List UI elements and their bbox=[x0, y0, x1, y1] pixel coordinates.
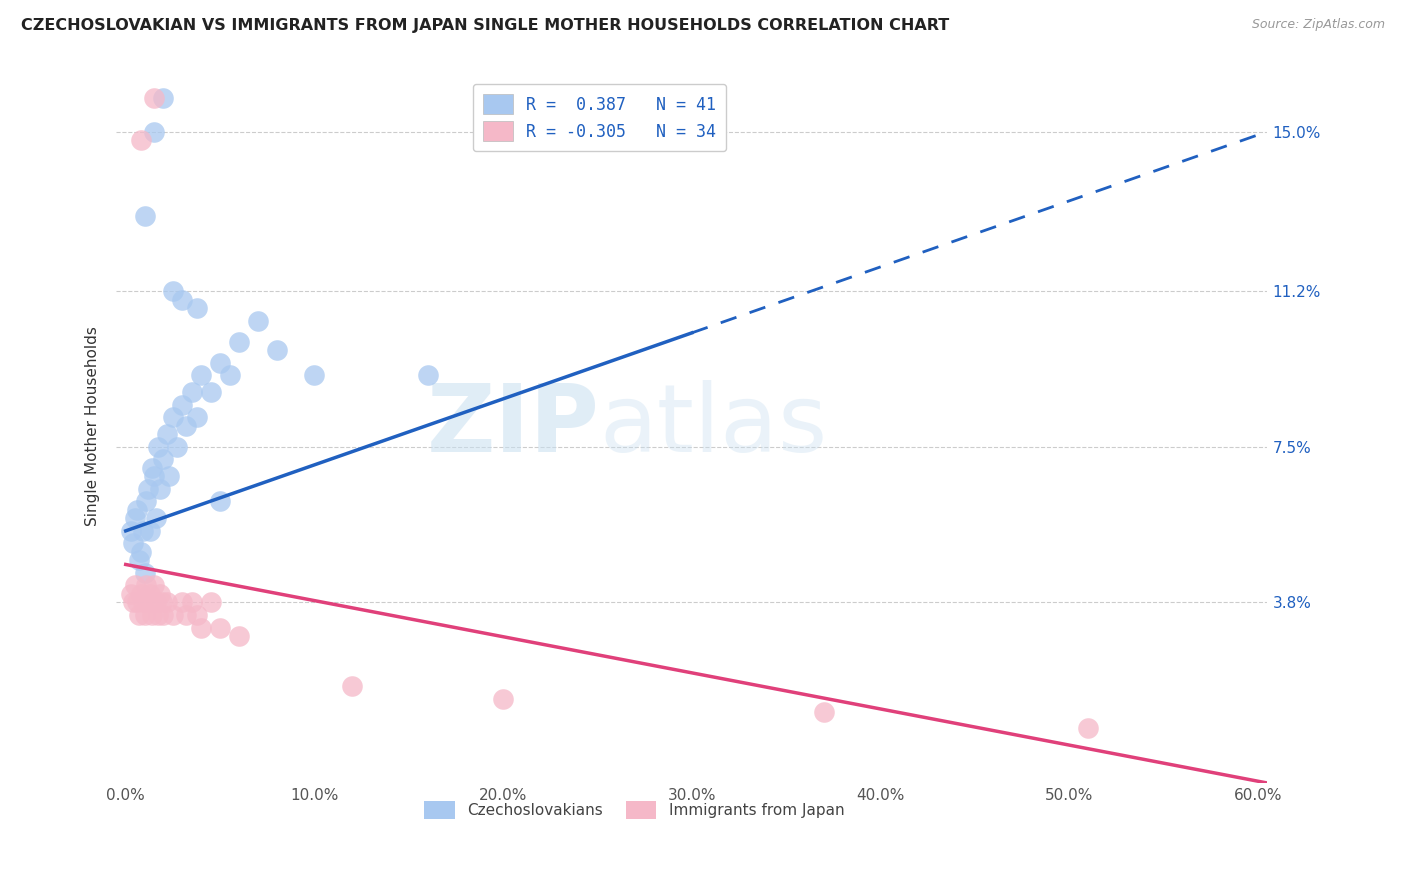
Point bbox=[141, 460, 163, 475]
Point bbox=[304, 368, 326, 383]
Text: ZIP: ZIP bbox=[427, 380, 600, 472]
Point bbox=[120, 524, 142, 538]
Point bbox=[172, 398, 194, 412]
Point bbox=[200, 595, 222, 609]
Point bbox=[124, 511, 146, 525]
Point bbox=[146, 607, 169, 622]
Point bbox=[218, 368, 240, 383]
Point bbox=[143, 469, 166, 483]
Point bbox=[152, 91, 174, 105]
Point bbox=[200, 385, 222, 400]
Point bbox=[172, 293, 194, 307]
Point bbox=[162, 285, 184, 299]
Point bbox=[120, 587, 142, 601]
Point bbox=[129, 133, 152, 147]
Point bbox=[190, 621, 212, 635]
Point bbox=[129, 545, 152, 559]
Point bbox=[129, 587, 152, 601]
Point bbox=[174, 418, 197, 433]
Point bbox=[246, 314, 269, 328]
Point bbox=[174, 607, 197, 622]
Text: Source: ZipAtlas.com: Source: ZipAtlas.com bbox=[1251, 18, 1385, 31]
Point bbox=[190, 368, 212, 383]
Point bbox=[152, 452, 174, 467]
Text: CZECHOSLOVAKIAN VS IMMIGRANTS FROM JAPAN SINGLE MOTHER HOUSEHOLDS CORRELATION CH: CZECHOSLOVAKIAN VS IMMIGRANTS FROM JAPAN… bbox=[21, 18, 949, 33]
Point bbox=[131, 524, 153, 538]
Legend: Czechoslovakians, Immigrants from Japan: Czechoslovakians, Immigrants from Japan bbox=[418, 795, 851, 825]
Y-axis label: Single Mother Households: Single Mother Households bbox=[86, 326, 100, 525]
Point bbox=[145, 595, 167, 609]
Point bbox=[143, 91, 166, 105]
Point bbox=[128, 553, 150, 567]
Point bbox=[134, 566, 156, 580]
Point bbox=[141, 607, 163, 622]
Point bbox=[162, 607, 184, 622]
Point bbox=[186, 301, 208, 315]
Point bbox=[149, 587, 172, 601]
Point bbox=[143, 578, 166, 592]
Point bbox=[131, 595, 153, 609]
Point bbox=[340, 679, 363, 693]
Point bbox=[138, 595, 160, 609]
Point bbox=[228, 334, 250, 349]
Point bbox=[162, 410, 184, 425]
Point bbox=[180, 385, 202, 400]
Text: atlas: atlas bbox=[600, 380, 828, 472]
Point bbox=[135, 578, 157, 592]
Point bbox=[186, 410, 208, 425]
Point bbox=[146, 440, 169, 454]
Point bbox=[186, 607, 208, 622]
Point bbox=[209, 494, 232, 508]
Point bbox=[492, 692, 515, 706]
Point bbox=[139, 524, 162, 538]
Point bbox=[138, 482, 160, 496]
Point bbox=[149, 482, 172, 496]
Point bbox=[209, 356, 232, 370]
Point bbox=[139, 587, 162, 601]
Point bbox=[172, 595, 194, 609]
Point bbox=[143, 124, 166, 138]
Point bbox=[416, 368, 439, 383]
Point bbox=[122, 595, 145, 609]
Point bbox=[166, 440, 188, 454]
Point bbox=[209, 621, 232, 635]
Point bbox=[135, 494, 157, 508]
Point bbox=[128, 607, 150, 622]
Point bbox=[157, 469, 180, 483]
Point bbox=[145, 511, 167, 525]
Point bbox=[266, 343, 288, 358]
Point bbox=[228, 629, 250, 643]
Point bbox=[134, 209, 156, 223]
Point bbox=[150, 595, 173, 609]
Point bbox=[124, 578, 146, 592]
Point bbox=[122, 536, 145, 550]
Point bbox=[134, 607, 156, 622]
Point bbox=[156, 595, 179, 609]
Point bbox=[125, 503, 148, 517]
Point bbox=[125, 595, 148, 609]
Point bbox=[180, 595, 202, 609]
Point bbox=[813, 705, 835, 719]
Point bbox=[152, 607, 174, 622]
Point bbox=[156, 427, 179, 442]
Point bbox=[1077, 722, 1099, 736]
